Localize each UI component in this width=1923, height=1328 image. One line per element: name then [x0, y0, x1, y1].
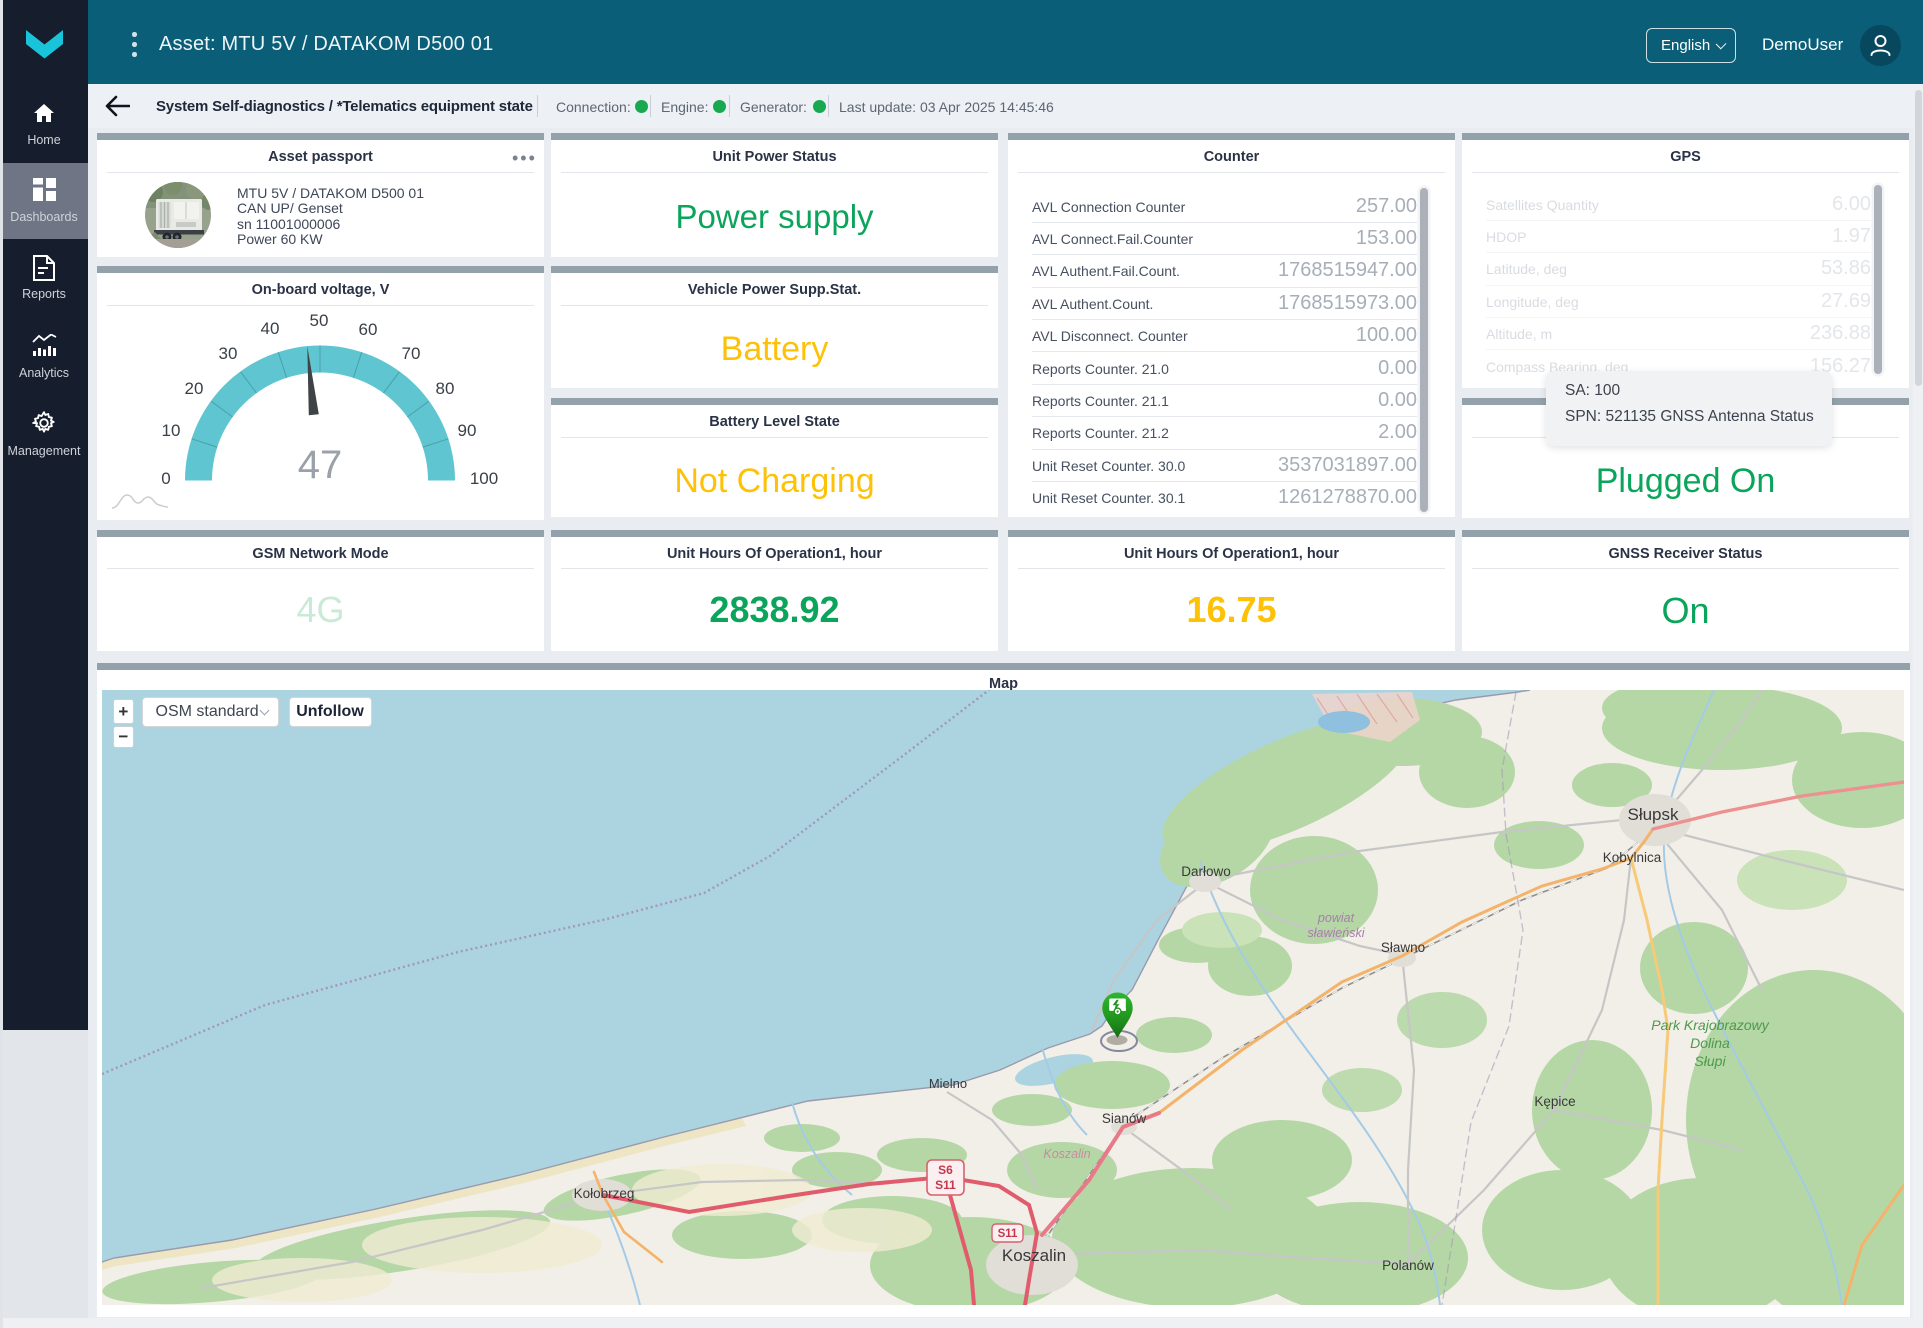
- svg-text:20: 20: [185, 379, 204, 398]
- svg-text:sławieński: sławieński: [1308, 926, 1366, 940]
- svg-text:Słupsk: Słupsk: [1628, 805, 1680, 824]
- svg-text:S6: S6: [939, 1163, 954, 1177]
- svg-text:Kobylnica: Kobylnica: [1603, 850, 1662, 865]
- svg-text:50: 50: [310, 311, 329, 330]
- svg-text:Dolina: Dolina: [1691, 1035, 1731, 1051]
- svg-text:80: 80: [436, 379, 455, 398]
- svg-text:30: 30: [219, 344, 238, 363]
- svg-text:100: 100: [470, 469, 498, 488]
- svg-text:Kołobrzeg: Kołobrzeg: [574, 1186, 635, 1201]
- svg-text:Słupi: Słupi: [1695, 1053, 1727, 1069]
- svg-text:Kępice: Kępice: [1535, 1094, 1576, 1109]
- svg-text:10: 10: [162, 421, 181, 440]
- svg-text:60: 60: [359, 320, 378, 339]
- svg-text:Sianów: Sianów: [1102, 1111, 1147, 1126]
- svg-text:70: 70: [402, 344, 421, 363]
- svg-text:90: 90: [458, 421, 477, 440]
- svg-text:47: 47: [298, 443, 343, 487]
- svg-text:Sławno: Sławno: [1381, 940, 1425, 955]
- svg-text:0: 0: [161, 469, 170, 488]
- svg-text:40: 40: [261, 319, 280, 338]
- svg-text:Park Krajobrazowy: Park Krajobrazowy: [1652, 1017, 1770, 1033]
- svg-text:S11: S11: [998, 1228, 1018, 1240]
- svg-text:Polanów: Polanów: [1382, 1258, 1434, 1273]
- svg-text:S11: S11: [936, 1178, 957, 1192]
- svg-text:Darłowo: Darłowo: [1182, 864, 1232, 879]
- svg-text:Koszalin: Koszalin: [1044, 1147, 1091, 1161]
- svg-text:powiat: powiat: [1317, 911, 1355, 925]
- svg-text:Koszalin: Koszalin: [1002, 1246, 1066, 1265]
- svg-text:Mielno: Mielno: [929, 1076, 967, 1091]
